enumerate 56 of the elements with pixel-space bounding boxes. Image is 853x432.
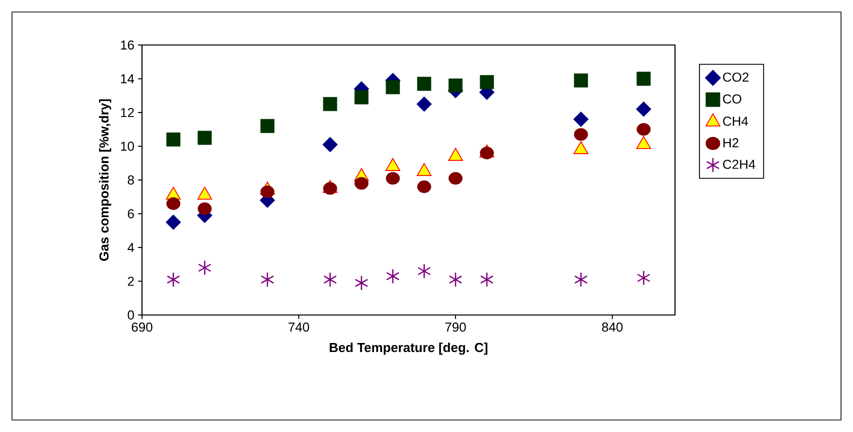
y-tick-label: 16 (121, 40, 134, 50)
point (417, 180, 432, 194)
point (166, 214, 182, 230)
point (354, 90, 368, 104)
legend-label: C2H4 (723, 160, 756, 169)
point (416, 96, 432, 112)
point (574, 272, 588, 288)
legend-label: CO (723, 94, 742, 104)
y-tick-label: 12 (121, 108, 134, 118)
y-tick-label: 2 (128, 276, 134, 286)
x-tick-label: 790 (445, 322, 466, 332)
point (636, 270, 650, 286)
x-tick-label: 740 (288, 322, 310, 332)
point (386, 172, 400, 185)
y-tick-label: 6 (128, 209, 134, 218)
point (354, 275, 368, 291)
point (448, 78, 463, 92)
point (636, 72, 651, 86)
point (636, 101, 652, 117)
x-tick-label: 690 (132, 322, 152, 332)
point (417, 76, 432, 91)
point (260, 185, 274, 198)
x-tick-label: 840 (602, 322, 623, 332)
legend-label: CH4 (723, 116, 748, 126)
point (166, 197, 180, 210)
x-axis-title: Bed Temperature [deg. C] (330, 342, 488, 355)
point (198, 260, 212, 276)
point (574, 73, 588, 88)
point (417, 263, 431, 279)
point (198, 202, 212, 216)
point (323, 97, 338, 112)
point (166, 272, 180, 288)
y-tick-label: 10 (121, 142, 134, 151)
y-axis-title: Gas composition [%w,dry] (99, 99, 112, 261)
point (480, 272, 494, 288)
point (636, 123, 651, 136)
y-tick-label: 14 (121, 74, 134, 84)
point (323, 272, 337, 288)
point (448, 172, 463, 185)
point (574, 128, 588, 141)
legend-label: CO2 (723, 72, 748, 82)
point (354, 177, 368, 190)
point (480, 75, 494, 90)
point (322, 136, 338, 152)
y-tick-label: 8 (128, 175, 134, 185)
y-tick-label: 4 (128, 243, 134, 252)
point (386, 80, 400, 94)
point (386, 268, 400, 284)
point (198, 130, 212, 145)
point (260, 119, 274, 133)
y-tick-label: 0 (128, 310, 134, 320)
point (573, 112, 589, 127)
legend-label: H2 (723, 138, 738, 148)
point (448, 272, 462, 288)
point (166, 132, 180, 146)
point (260, 272, 274, 288)
